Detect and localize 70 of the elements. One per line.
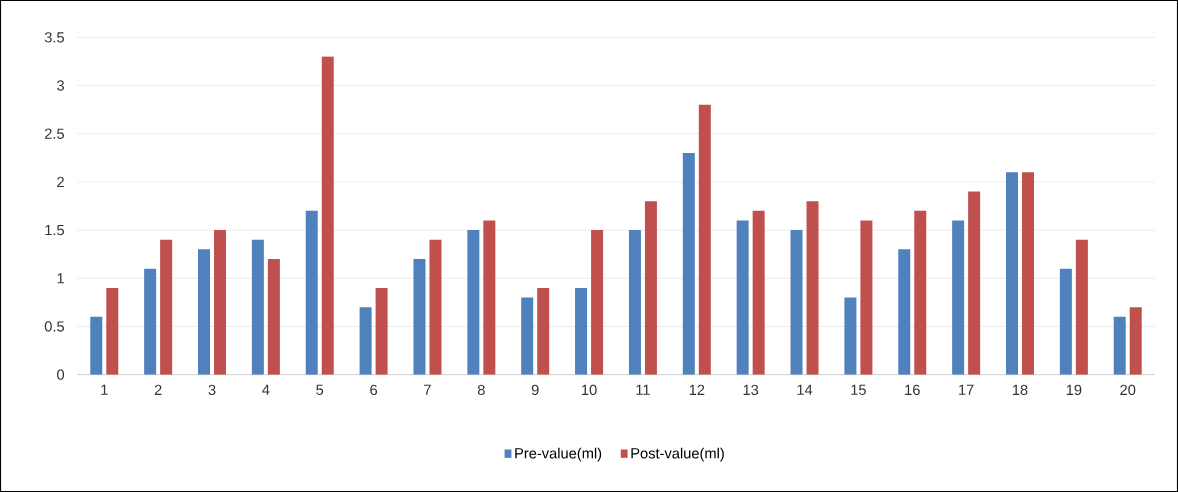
bar: [1129, 307, 1142, 375]
bar: [483, 220, 496, 375]
bar: [144, 268, 157, 375]
y-tick-label: 0.5: [44, 321, 65, 332]
bar: [267, 259, 280, 375]
x-tick-label: 3: [208, 384, 216, 396]
bar: [591, 230, 604, 375]
y-tick-label: 1: [57, 273, 64, 284]
x-tick-label: 12: [689, 384, 705, 395]
bar: [968, 191, 981, 375]
x-tick-label: 18: [1012, 384, 1028, 396]
bar: [467, 230, 480, 375]
bar: [1006, 172, 1018, 375]
legend-label: Post-value(ml): [631, 447, 724, 462]
y-tick-label: 1.5: [45, 224, 65, 236]
bar: [359, 307, 372, 375]
bar: [214, 230, 227, 375]
x-tick-label: 9: [531, 384, 539, 396]
x-tick-label: 4: [262, 384, 270, 395]
y-tick-label: 3.5: [44, 32, 65, 43]
x-tick-label: 6: [370, 384, 378, 396]
bar: [1059, 268, 1072, 375]
x-tick-label: 20: [1120, 384, 1136, 396]
x-tick-label: 17: [959, 384, 974, 395]
x-tick-label: 16: [905, 384, 920, 396]
bar: [321, 56, 334, 375]
bar: [521, 297, 534, 375]
bar: [198, 249, 211, 375]
bar: [952, 220, 965, 375]
bar: [644, 201, 657, 375]
bar: [914, 210, 927, 375]
x-tick-label: 10: [582, 384, 597, 396]
bar: [736, 220, 749, 375]
x-tick-label: 13: [743, 384, 759, 396]
bar: [860, 220, 873, 375]
bar: [1113, 316, 1126, 375]
bar: [160, 239, 173, 375]
bar: [106, 287, 119, 375]
x-tick-label: 19: [1066, 384, 1082, 396]
y-tick-label: 2: [57, 176, 64, 188]
bar: [898, 249, 911, 375]
bar: [251, 239, 264, 375]
bar: [752, 210, 765, 375]
x-tick-label: 7: [424, 384, 431, 395]
bar: [429, 239, 442, 375]
x-tick-label: 1: [101, 384, 108, 395]
y-tick-label: 3: [57, 80, 64, 91]
x-tick-label: 14: [797, 384, 813, 395]
x-tick-label: 11: [636, 384, 650, 395]
legend-label: Pre-value(ml): [515, 447, 602, 462]
bar: [844, 297, 857, 375]
x-tick-label: 5: [316, 384, 324, 395]
bar: [682, 152, 695, 375]
bar: [305, 210, 318, 375]
bar: [790, 230, 803, 375]
bar: [1075, 239, 1088, 375]
bar: [575, 287, 588, 375]
bar: [413, 259, 426, 375]
y-tick-label: 0: [57, 369, 65, 380]
bar: [806, 201, 819, 375]
bar: [628, 230, 641, 375]
bar: [1022, 172, 1034, 375]
x-tick-label: 15: [851, 384, 866, 395]
y-tick-label: 2.5: [44, 128, 65, 139]
bar: [375, 287, 388, 375]
x-tick-label: 2: [154, 384, 162, 395]
x-tick-label: 8: [477, 384, 485, 396]
bar: [537, 287, 550, 375]
bar: [90, 316, 103, 375]
bar: [698, 104, 711, 375]
